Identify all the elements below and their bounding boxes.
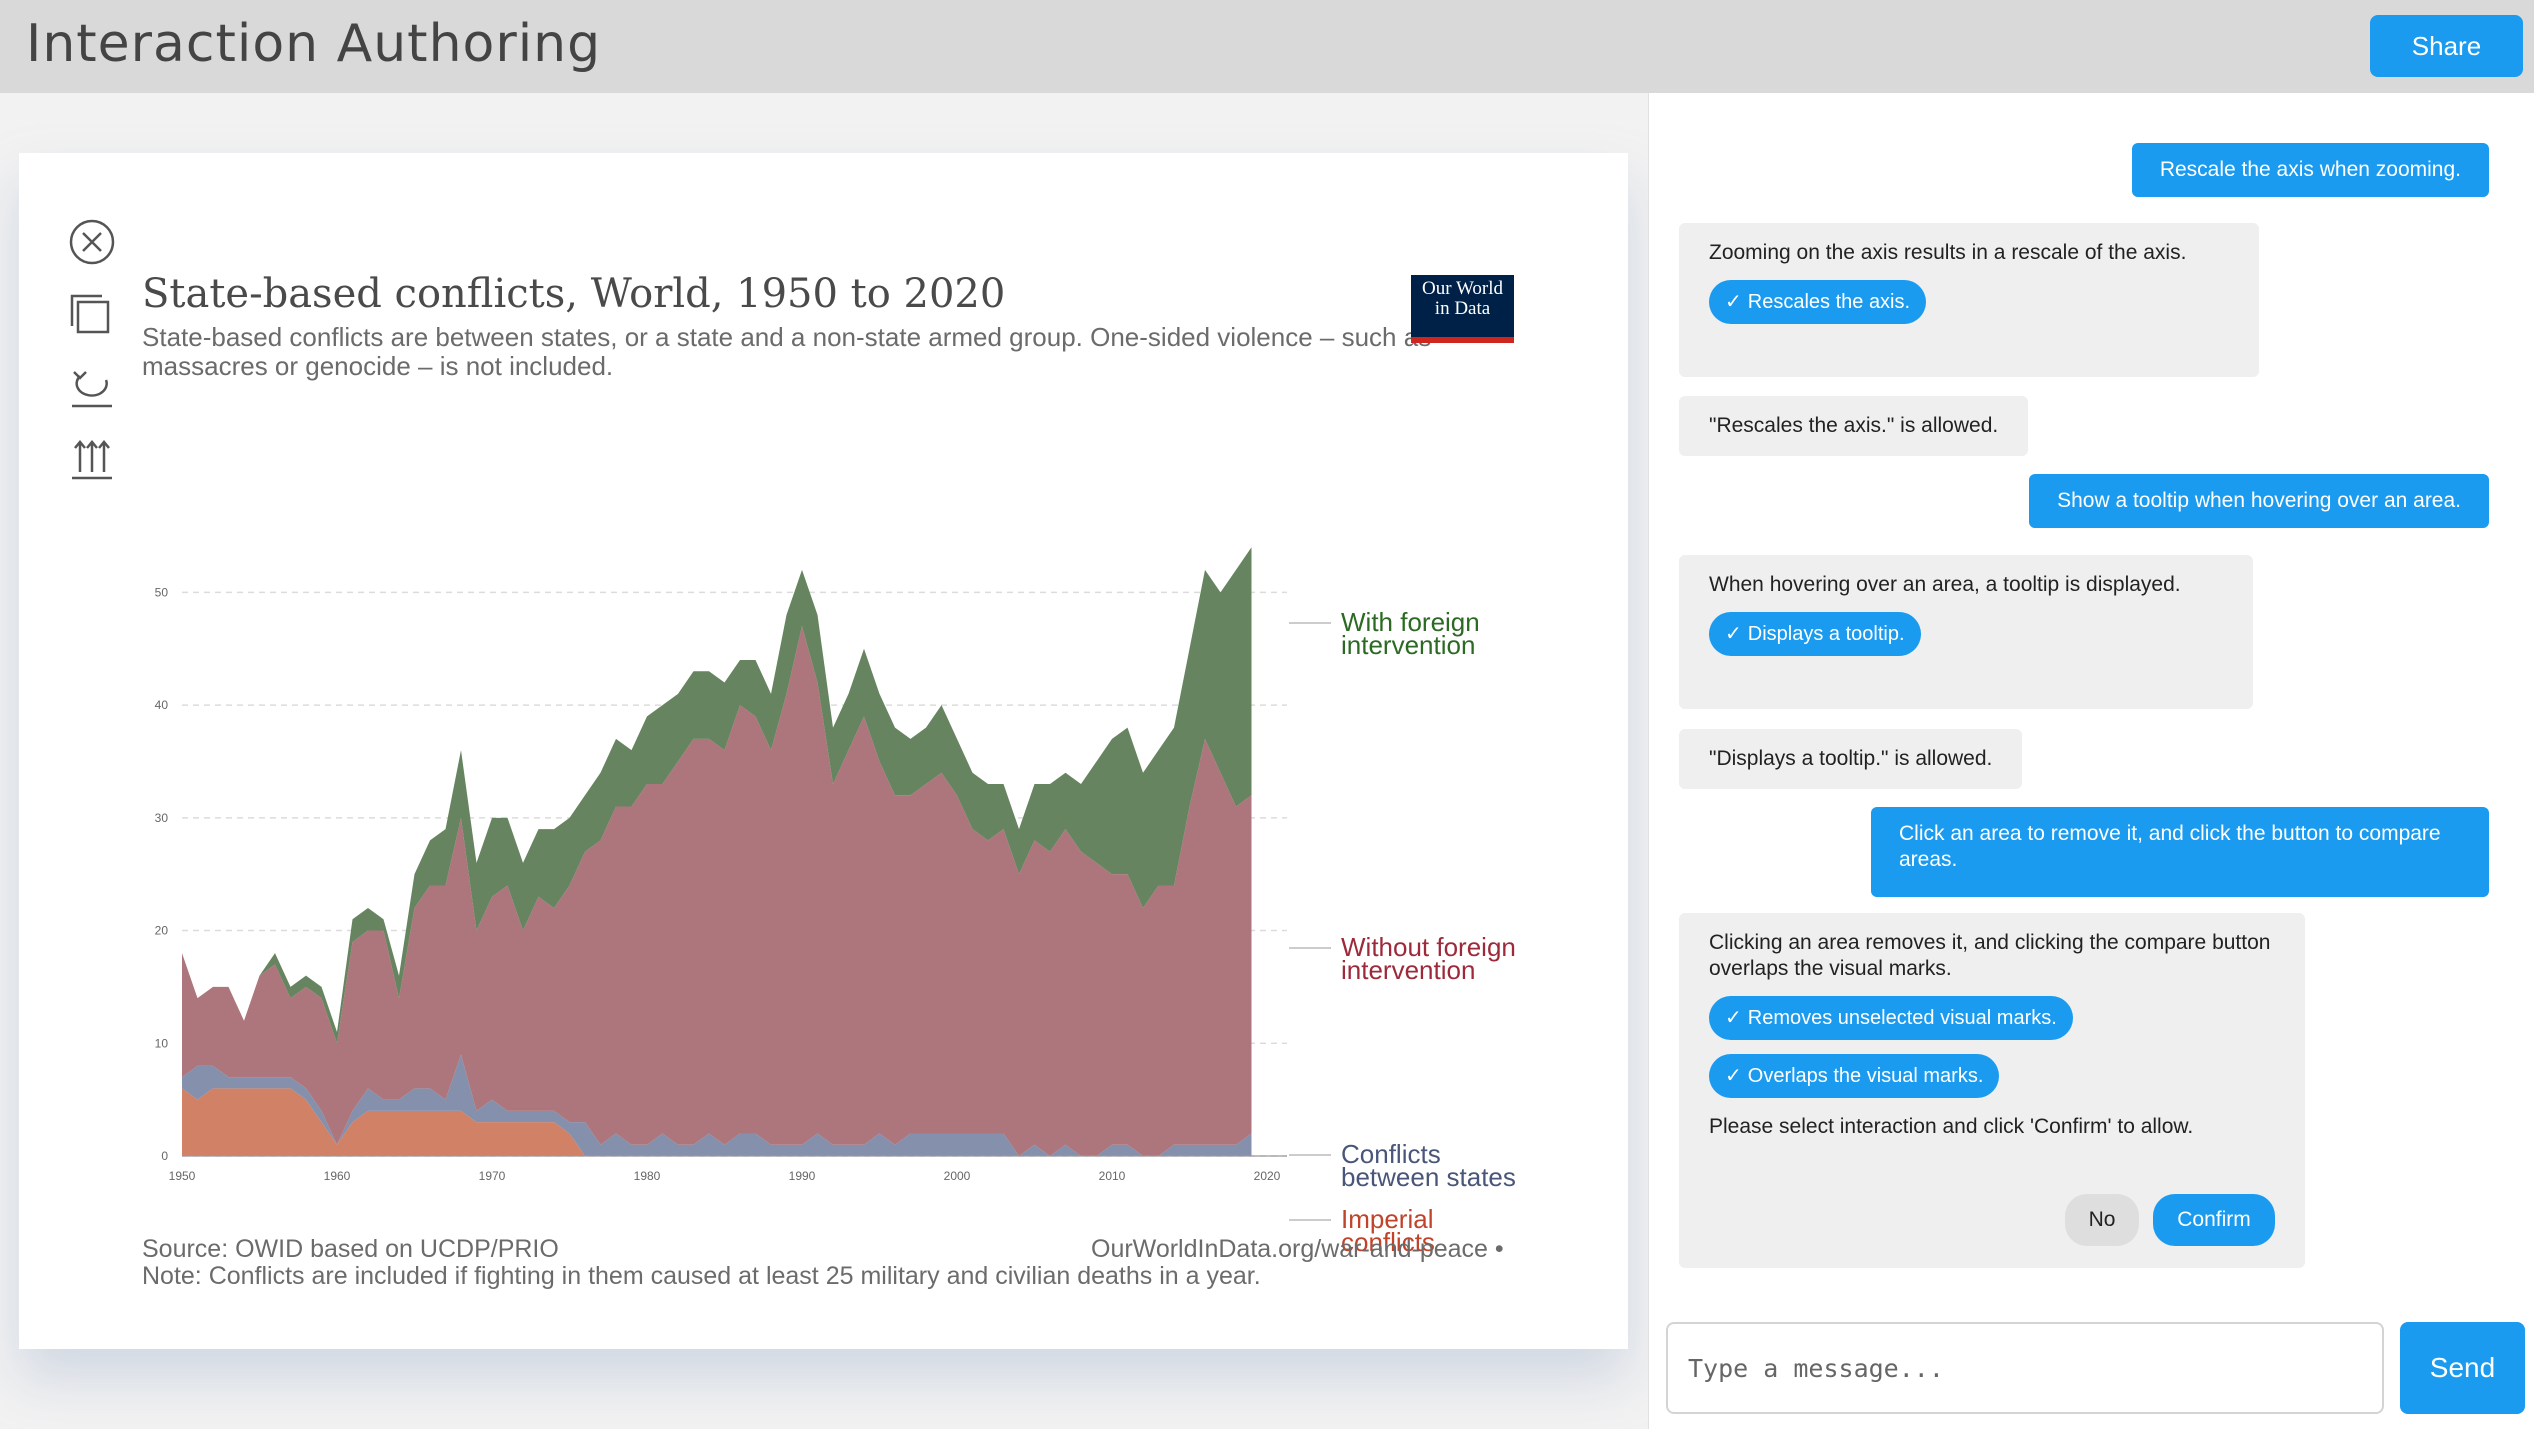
- top-bar: Interaction Authoring Share: [0, 0, 2534, 93]
- series-area[interactable]: [182, 547, 1252, 1044]
- upload-tool-button[interactable]: [57, 423, 127, 493]
- x-tick-label: 1980: [634, 1169, 661, 1183]
- share-button[interactable]: Share: [2370, 15, 2523, 77]
- series-area[interactable]: [182, 1088, 1252, 1156]
- check-icon: ✓: [1725, 623, 1742, 645]
- bot-message-text: Zooming on the axis results in a rescale…: [1709, 241, 2187, 264]
- series-area[interactable]: [182, 1054, 1252, 1156]
- chip-label: Displays a tooltip.: [1747, 623, 1905, 645]
- chart-url[interactable]: OurWorldInData.org/war-and-peace •: [1091, 1235, 1504, 1263]
- chip-label: Overlaps the visual marks.: [1747, 1065, 1984, 1087]
- bot-message-text: When hovering over an area, a tooltip is…: [1709, 573, 2181, 596]
- series-area[interactable]: [182, 626, 1252, 1156]
- user-message: Show a tooltip when hovering over an are…: [2029, 474, 2489, 528]
- x-tick-label: 1990: [789, 1169, 816, 1183]
- interaction-chip[interactable]: ✓ Overlaps the visual marks.: [1709, 1054, 2000, 1098]
- close-tool-button[interactable]: [57, 207, 127, 277]
- legend-label: Imperial conflicts: [1341, 1204, 1435, 1257]
- y-tick-label: 10: [155, 1036, 169, 1050]
- interaction-chip[interactable]: ✓ Removes unselected visual marks.: [1709, 996, 2073, 1040]
- x-tick-label: 2000: [944, 1169, 971, 1183]
- y-tick-label: 40: [155, 698, 169, 712]
- copy-icon: [70, 294, 110, 334]
- x-tick-label: 1970: [479, 1169, 506, 1183]
- close-icon: [69, 219, 115, 265]
- chat-pane: Rescale the axis when zooming. Zooming o…: [1648, 93, 2534, 1429]
- y-tick-label: 30: [155, 811, 169, 825]
- confirm-button[interactable]: Confirm: [2153, 1194, 2275, 1246]
- copy-tool-button[interactable]: [57, 279, 127, 349]
- check-icon: ✓: [1725, 1065, 1742, 1087]
- app-title: Interaction Authoring: [26, 14, 602, 74]
- logo-line-2: in Data: [1434, 298, 1491, 319]
- logo-line-1: Our World: [1422, 278, 1503, 299]
- chart-note: Note: Conflicts are included if fighting…: [142, 1262, 1261, 1290]
- message-input[interactable]: [1666, 1322, 2384, 1414]
- legend-label: With foreign intervention: [1341, 607, 1480, 660]
- bot-message: Clicking an area removes it, and clickin…: [1679, 913, 2305, 1268]
- upload-arrows-icon: [72, 440, 112, 480]
- legend-label: Without foreign intervention: [1341, 932, 1516, 985]
- chart-source: Source: OWID based on UCDP/PRIO: [142, 1235, 559, 1263]
- x-tick-label: 2010: [1099, 1169, 1126, 1183]
- bot-message: "Displays a tooltip." is allowed.: [1679, 729, 2023, 789]
- y-tick-label: 50: [155, 585, 169, 599]
- no-button[interactable]: No: [2065, 1194, 2139, 1246]
- bot-message-text: Clicking an area removes it, and clickin…: [1709, 931, 2271, 980]
- undo-tool-button[interactable]: [57, 351, 127, 421]
- interaction-chip[interactable]: ✓ Displays a tooltip.: [1709, 612, 1921, 656]
- owid-logo: Our World in Data: [1411, 275, 1514, 343]
- chip-label: Removes unselected visual marks.: [1747, 1007, 2057, 1029]
- chart-title: State-based conflicts, World, 1950 to 20…: [142, 271, 1006, 317]
- chart-card: State-based conflicts, World, 1950 to 20…: [19, 153, 1628, 1349]
- interaction-chip[interactable]: ✓ Rescales the axis.: [1709, 280, 1927, 324]
- y-tick-label: 20: [155, 924, 169, 938]
- chart-pane: State-based conflicts, World, 1950 to 20…: [0, 93, 1648, 1429]
- undo-icon: [72, 371, 112, 408]
- user-message: Rescale the axis when zooming.: [2131, 143, 2489, 197]
- x-tick-label: 1960: [324, 1169, 351, 1183]
- legend-label: Conflicts between states: [1341, 1139, 1516, 1192]
- send-button[interactable]: Send: [2400, 1322, 2525, 1414]
- chip-label: Rescales the axis.: [1747, 291, 1911, 313]
- x-tick-label: 2020: [1254, 1169, 1281, 1183]
- bot-message: Zooming on the axis results in a rescale…: [1679, 223, 2259, 377]
- check-icon: ✓: [1725, 1007, 1742, 1029]
- user-message: Click an area to remove it, and click th…: [1871, 807, 2489, 897]
- bot-message: "Rescales the axis." is allowed.: [1679, 396, 2029, 456]
- y-tick-label: 0: [161, 1149, 168, 1163]
- bot-message: When hovering over an area, a tooltip is…: [1679, 555, 2253, 709]
- area-chart[interactable]: 0 10 20 30 40 50 1950 1960 1970 1980 1990 2000 2010 2…: [19, 153, 1628, 1349]
- confirm-prompt: Please select interaction and click 'Con…: [1709, 1115, 2194, 1138]
- chart-subtitle: State-based conflicts are between states…: [142, 322, 1432, 381]
- x-tick-label: 1950: [169, 1169, 196, 1183]
- check-icon: ✓: [1725, 291, 1742, 313]
